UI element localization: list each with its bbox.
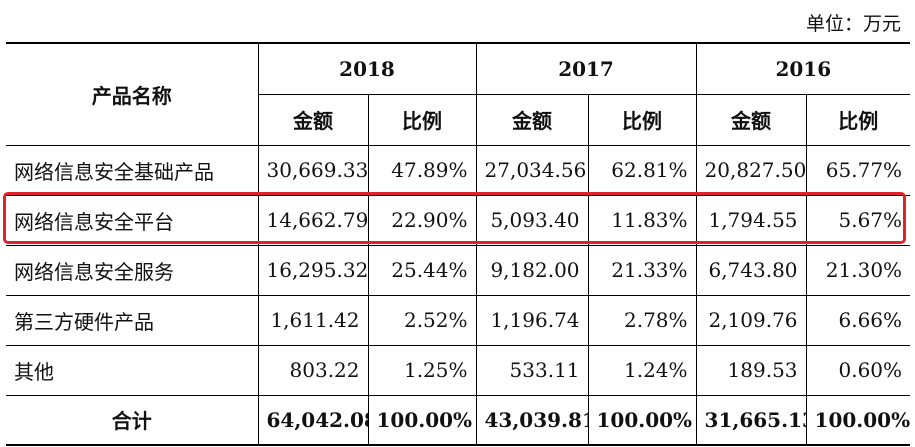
cell-amount-2016: 6,743.80 [695,244,807,296]
row-name: 网络信息安全平台 [6,194,259,246]
cell-ratio-2016: 5.67% [805,194,911,246]
row-name: 网络信息安全基础产品 [6,144,259,196]
row-name: 第三方硬件产品 [6,294,259,346]
header-year-2018: 2018 [257,43,477,95]
total-amount-2016: 31,665.13 [695,394,807,445]
unit-label: 单位：万元 [805,13,901,35]
header-year-2016: 2016 [695,43,911,95]
cell-ratio-2018: 2.52% [367,294,477,346]
header-ratio-2017: 比例 [587,93,697,146]
total-row: 合计 64,042.08 100.00% 43,039.81 100.00% 3… [6,394,911,445]
row-name: 其他 [6,344,259,396]
cell-amount-2017: 9,182.00 [475,244,589,296]
cell-amount-2018: 1,611.42 [257,294,369,346]
table-row: 网络信息安全服务 16,295.32 25.44% 9,182.00 21.33… [6,244,911,296]
cell-ratio-2018: 22.90% [367,194,477,246]
cell-ratio-2017: 21.33% [587,244,697,296]
header-year-2017: 2017 [475,43,697,95]
cell-amount-2018: 14,662.79 [257,194,369,246]
cell-ratio-2017: 62.81% [587,144,697,196]
cell-amount-2017: 5,093.40 [475,194,589,246]
cell-amount-2017: 27,034.56 [475,144,589,196]
header-product-name: 产品名称 [6,43,259,146]
cell-ratio-2017: 2.78% [587,294,697,346]
total-amount-2017: 43,039.81 [475,394,589,445]
cell-amount-2017: 1,196.74 [475,294,589,346]
table-row: 第三方硬件产品 1,611.42 2.52% 1,196.74 2.78% 2,… [6,294,911,346]
cell-ratio-2018: 25.44% [367,244,477,296]
table-row: 网络信息安全平台 14,662.79 22.90% 5,093.40 11.83… [6,194,911,246]
cell-ratio-2017: 11.83% [587,194,697,246]
header-ratio-2016: 比例 [805,93,911,146]
cell-amount-2016: 20,827.50 [695,144,807,196]
cell-ratio-2018: 1.25% [367,344,477,396]
header-amount-2016: 金额 [695,93,807,146]
cell-amount-2018: 803.22 [257,344,369,396]
header-amount-2017: 金额 [475,93,589,146]
table-row: 其他 803.22 1.25% 533.11 1.24% 189.53 0.60… [6,344,911,396]
cell-ratio-2016: 6.66% [805,294,911,346]
cell-ratio-2018: 47.89% [367,144,477,196]
total-ratio-2017: 100.00% [587,394,697,445]
cell-amount-2016: 189.53 [695,344,807,396]
cell-amount-2018: 16,295.32 [257,244,369,296]
total-ratio-2016: 100.00% [805,394,911,445]
row-name: 网络信息安全服务 [6,244,259,296]
total-label: 合计 [6,394,259,445]
cell-amount-2018: 30,669.33 [257,144,369,196]
total-amount-2018: 64,042.08 [257,394,369,445]
cell-ratio-2017: 1.24% [587,344,697,396]
total-ratio-2018: 100.00% [367,394,477,445]
cell-amount-2016: 1,794.55 [695,194,807,246]
cell-ratio-2016: 65.77% [805,144,911,196]
cell-amount-2016: 2,109.76 [695,294,807,346]
header-amount-2018: 金额 [258,93,369,146]
cell-amount-2017: 533.11 [475,344,589,396]
header-ratio-2018: 比例 [367,93,477,146]
revenue-table: 产品名称 2018 2017 2016 金额 比例 金额 比例 金额 比例 网络… [6,42,911,446]
table-row: 网络信息安全基础产品 30,669.33 47.89% 27,034.56 62… [6,144,911,196]
cell-ratio-2016: 0.60% [805,344,911,396]
cell-ratio-2016: 21.30% [805,244,911,296]
